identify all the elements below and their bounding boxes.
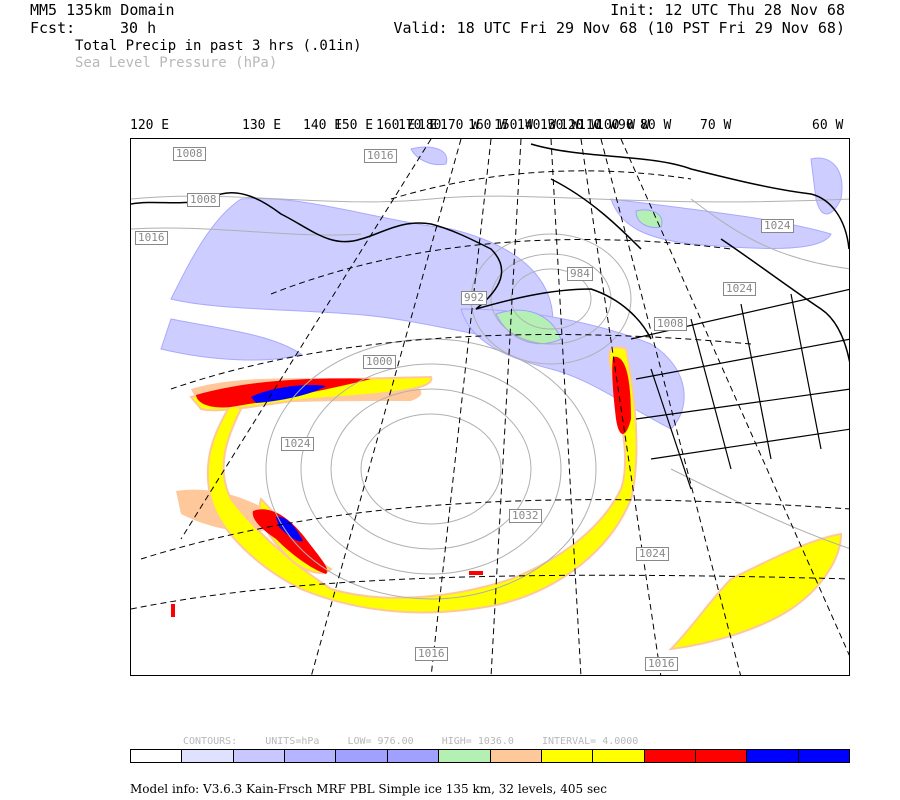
lon-label: 120 W [560, 118, 600, 133]
pressure-label: 1008 [173, 147, 206, 161]
pressure-contours [131, 195, 849, 600]
colorbar-swatch [439, 750, 491, 762]
field-primary-title: Total Precip in past 3 hrs (.01in) [75, 38, 362, 54]
lon-label: 60 W [812, 118, 844, 133]
precip-green-areas [495, 209, 663, 345]
pressure-label: 1016 [135, 231, 168, 245]
lon-label: 140 W [517, 118, 557, 133]
lon-label: 120 E [130, 118, 170, 133]
colorbar-swatch [336, 750, 388, 762]
coastlines [131, 143, 849, 363]
colorbar-swatch [747, 750, 799, 762]
lon-label: 180 [418, 118, 442, 133]
pressure-label: 1024 [636, 547, 669, 561]
colorbar-swatch [233, 750, 286, 762]
model-info: Model info: V3.6.3 Kain-Frsch MRF PBL Si… [130, 782, 607, 796]
pressure-label: 1024 [281, 437, 314, 451]
colorbar-swatch [285, 750, 337, 762]
pressure-label: 1008 [654, 317, 687, 331]
pressure-label: 1008 [187, 193, 220, 207]
precip-colorbar [130, 749, 850, 763]
contour-info-high: HIGH= 1036.0 [441, 736, 514, 747]
lon-label: 150 W [494, 118, 534, 133]
lon-label: 70 W [700, 118, 732, 133]
colorbar-swatch [490, 750, 542, 762]
colorbar-swatch [593, 750, 645, 762]
state-borders [630, 288, 849, 490]
valid-time: Valid: 18 UTC Fri 29 Nov 68 (10 PST Fri … [393, 19, 845, 37]
contour-info-low: LOW= 976.00 [347, 736, 414, 747]
pressure-label: 992 [461, 291, 487, 305]
pressure-label: 1016 [415, 647, 448, 661]
domain-title: MM5 135km Domain [30, 1, 175, 19]
colorbar-swatch [695, 750, 748, 762]
pressure-label: 1016 [364, 149, 397, 163]
pressure-label: 1000 [363, 355, 396, 369]
contour-info-interval: INTERVAL= 4.0000 [541, 736, 639, 747]
lon-label: 150 E [334, 118, 374, 133]
forecast-label: Fcst: [30, 19, 76, 37]
colorbar-swatch [644, 750, 696, 762]
contour-info-units: UNITS=hPa [265, 736, 320, 747]
colorbar-swatch [182, 750, 234, 762]
map-panel: 1008 1016 1016 1008 984 1024 1024 1008 1… [130, 138, 850, 676]
pressure-label: 1024 [761, 219, 794, 233]
colorbar-swatch [798, 750, 850, 762]
lat-lon-grid [131, 139, 849, 675]
contour-info: CONTOURS: UNITS=hPa LOW= 976.00 HIGH= 10… [183, 736, 660, 747]
lon-label: 160 W [468, 118, 508, 133]
lon-label: 140 E [303, 118, 343, 133]
colorbar-swatch [131, 750, 183, 762]
lon-label: 170 E [398, 118, 438, 133]
lon-label: 170 W [440, 118, 480, 133]
precip-blue-cores [251, 385, 326, 542]
pressure-label: 1024 [723, 282, 756, 296]
lon-label: 110 W [578, 118, 618, 133]
forecast-hours: 30 h [120, 19, 157, 37]
pressure-label: 1032 [509, 509, 542, 523]
lon-label: 80 W [640, 118, 672, 133]
colorbar-swatch [541, 750, 594, 762]
map-canvas [131, 139, 849, 675]
lon-label: 130 E [242, 118, 282, 133]
contour-info-contours: CONTOURS: [183, 736, 238, 747]
pressure-label: 1016 [645, 657, 678, 671]
lon-label: 100 W [596, 118, 636, 133]
field-secondary-title: Sea Level Pressure (hPa) [75, 55, 278, 71]
pressure-label: 984 [567, 267, 593, 281]
lon-label: 130 W [540, 118, 580, 133]
colorbar-swatch [387, 750, 440, 762]
lon-label: 160 E [376, 118, 416, 133]
init-time: Init: 12 UTC Thu 28 Nov 68 [610, 1, 845, 19]
lon-label: 90 W [618, 118, 650, 133]
